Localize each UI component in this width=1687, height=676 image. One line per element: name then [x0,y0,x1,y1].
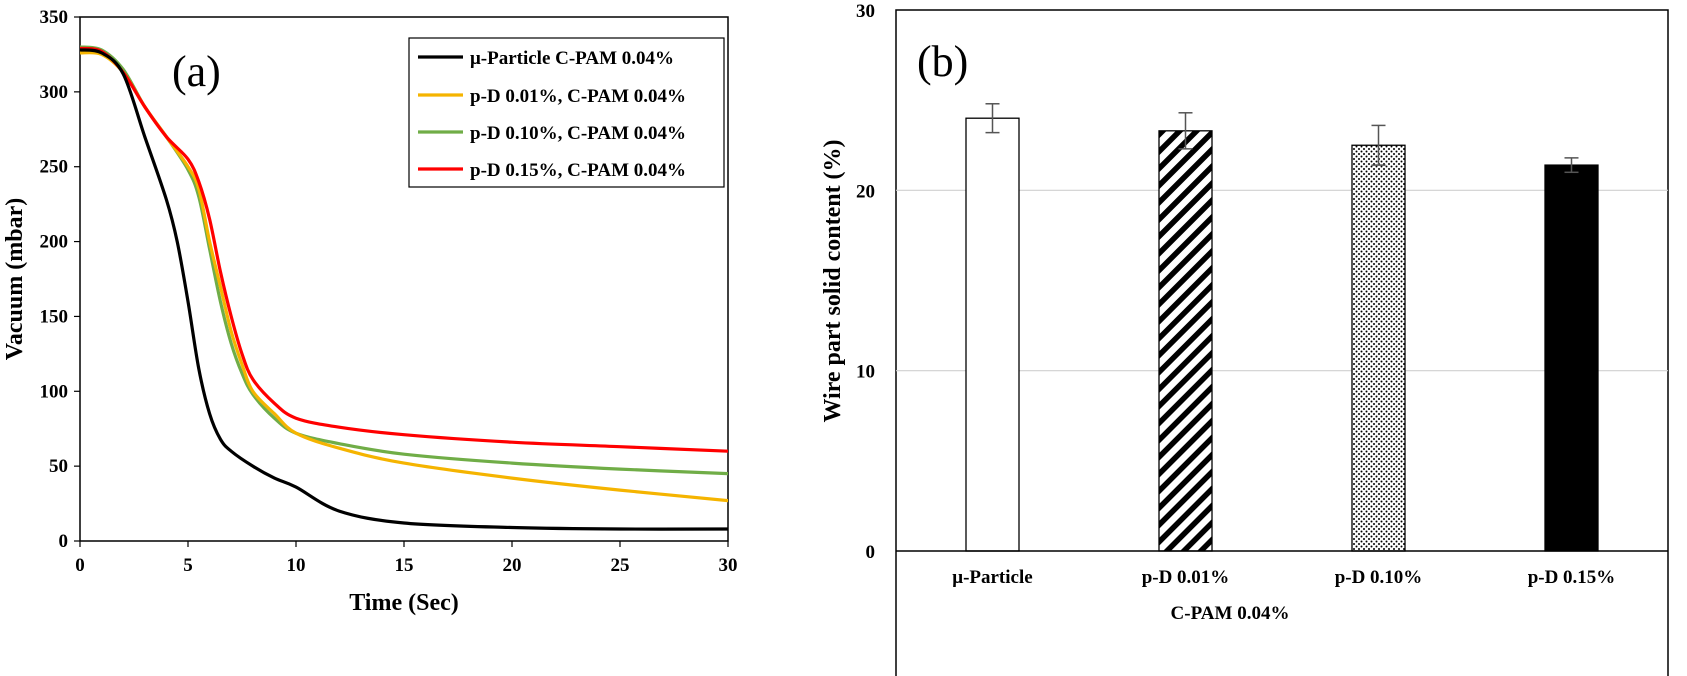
chart-a-y-tick-label: 200 [40,232,69,253]
chart-b-y-tick-label: 20 [856,181,875,202]
chart-a-y-ticks: 0 50 100 150 200 250 300 350 [40,7,80,552]
chart-a-y-tick-label: 0 [59,531,69,552]
chart-a-series-group [80,45,728,531]
chart-a-panel-label: (a) [172,47,221,96]
chart-a-x-axis-title: Time (Sec) [349,590,459,616]
chart-a-y-axis-title: Vacuum (mbar) [2,198,28,360]
chart-b-error-bar [1564,157,1579,174]
chart-b-y-tick-label: 30 [856,1,875,22]
chart-a-legend-label: p-D 0.01%, C-PAM 0.04% [470,86,686,107]
chart-a-x-ticks: 0 5 10 15 20 25 30 [75,541,738,576]
chart-a-legend-label: p-D 0.15%, C-PAM 0.04% [470,160,686,181]
chart-a-x-tick-label: 0 [75,555,85,576]
chart-a-y-tick-label: 300 [40,82,69,103]
chart-b-y-tick-label: 0 [866,542,876,563]
chart-b-category-labels: μ-Particle p-D 0.01% p-D 0.10% p-D 0.15% [952,567,1615,588]
chart-a-x-tick-label: 20 [503,555,522,576]
chart-a-series-line-3 [80,46,728,453]
chart-a-y-tick-label: 50 [49,456,68,477]
chart-a-legend-label: μ-Particle C-PAM 0.04% [470,48,674,69]
chart-b-category-label: p-D 0.10% [1335,567,1423,588]
chart-a-y-tick-label: 250 [40,157,69,178]
chart-b-outer-frame [895,9,1669,676]
chart-b-bar-2 [1351,144,1406,552]
chart-a-legend-label: p-D 0.10%, C-PAM 0.04% [470,123,686,144]
chart-b-category-label: p-D 0.01% [1142,567,1230,588]
chart-a-legend-box [408,37,725,188]
chart-b-category-label: μ-Particle [952,567,1032,588]
chart-b-y-tick-label: 10 [856,362,875,383]
chart-a-y-tick-label: 150 [40,306,69,327]
chart-b-y-ticks: 0 10 20 30 [856,1,875,563]
chart-a-x-tick-label: 15 [395,555,414,576]
chart-b-panel-label: (b) [917,37,968,86]
chart-a-x-tick-label: 25 [611,555,630,576]
chart-b-category-label: p-D 0.15% [1528,567,1616,588]
chart-b-error-bar [1178,112,1193,150]
chart-a-x-tick-label: 10 [287,555,306,576]
chart-b-bar-1 [1158,130,1213,552]
chart-a-y-tick-label: 100 [40,381,69,402]
chart-b-y-axis-title: Wire part solid content (%) [820,139,846,422]
chart-b-bar-3 [1544,164,1599,552]
chart-a-x-tick-label: 30 [719,555,738,576]
chart-a-x-tick-label: 5 [183,555,193,576]
chart-b-gridlines [896,189,1668,372]
chart-a: 0 50 100 150 200 250 300 350 0 5 10 15 20 25 30 (a) T… [2,7,738,616]
chart-b-bars [965,103,1599,552]
chart-b: 0 10 20 30 μ-Particle p-D 0.01% p-D 0.10% p-D … [820,1,1669,676]
chart-a-series-line-0 [80,48,728,531]
chart-b-x-axis-title: C-PAM 0.04% [1171,603,1290,624]
chart-b-error-bar [1371,124,1386,166]
chart-a-legend: μ-Particle C-PAM 0.04% p-D 0.01%, C-PAM 0… [408,37,725,188]
chart-b-bar-0 [965,117,1020,552]
chart-a-y-tick-label: 350 [40,7,69,28]
chart-b-error-bar [985,103,1000,134]
